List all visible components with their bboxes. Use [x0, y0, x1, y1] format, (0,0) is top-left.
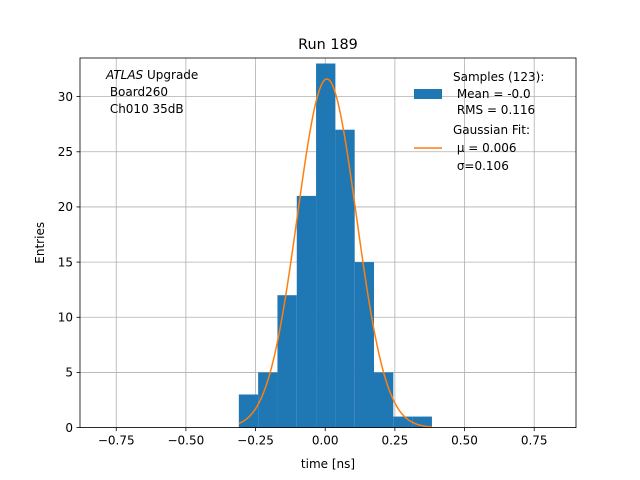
- annotation-channel: Ch010 35dB: [106, 102, 184, 116]
- legend-mu: μ = 0.006: [453, 141, 517, 155]
- legend-gaussian-fit: Gaussian Fit:: [453, 123, 530, 137]
- y-axis-label: Entries: [33, 222, 47, 264]
- svg-text:ATLAS Upgrade: ATLAS Upgrade: [105, 68, 198, 82]
- x-axis-ticks: −0.75 −0.50 −0.25 0.00 0.25 0.50 0.75: [98, 427, 548, 448]
- x-tick-label: 0.00: [312, 434, 339, 448]
- legend-samples: Samples (123):: [453, 70, 544, 84]
- histogram-bar: [393, 416, 413, 428]
- histogram-bars: [238, 63, 432, 428]
- y-tick-label: 20: [58, 200, 73, 214]
- legend-sigma: σ=0.106: [453, 159, 509, 173]
- x-tick-label: −0.75: [98, 434, 135, 448]
- histogram-bar: [412, 416, 432, 428]
- legend: Samples (123): Mean = -0.0 RMS = 0.116 G…: [414, 70, 544, 173]
- y-axis-ticks: 0 5 10 15 20 25 30: [58, 90, 80, 435]
- histogram-bar: [258, 372, 278, 428]
- annotation-upgrade: Upgrade: [143, 68, 198, 82]
- y-tick-label: 30: [58, 90, 73, 104]
- y-tick-label: 10: [58, 311, 73, 325]
- legend-histogram-swatch: [414, 89, 442, 99]
- legend-rms: RMS = 0.116: [453, 103, 535, 117]
- histogram-bar: [277, 295, 297, 428]
- y-tick-label: 0: [65, 421, 73, 435]
- legend-mean: Mean = -0.0: [453, 87, 531, 101]
- annotation-atlas: ATLAS: [105, 68, 144, 82]
- histogram-bar: [316, 63, 336, 428]
- chart-title: Run 189: [298, 37, 358, 53]
- histogram-bar: [296, 195, 317, 428]
- histogram-bar: [374, 372, 394, 428]
- x-tick-label: 0.50: [451, 434, 478, 448]
- y-tick-label: 25: [58, 145, 73, 159]
- atlas-annotation: ATLAS Upgrade Board260 Ch010 35dB: [105, 68, 198, 116]
- x-tick-label: −0.50: [167, 434, 204, 448]
- annotation-board: Board260: [106, 85, 168, 99]
- x-tick-label: 0.25: [382, 434, 409, 448]
- x-tick-label: 0.75: [521, 434, 548, 448]
- gaussian-fit-curve: [238, 78, 433, 428]
- histogram-bar: [238, 394, 259, 428]
- plot-frame: [79, 57, 577, 429]
- histogram-bar: [335, 129, 355, 428]
- x-tick-label: −0.25: [237, 434, 274, 448]
- y-tick-label: 15: [58, 255, 73, 269]
- histogram-bar: [354, 262, 375, 428]
- x-axis-label: time [ns]: [301, 457, 355, 471]
- y-tick-label: 5: [65, 366, 73, 380]
